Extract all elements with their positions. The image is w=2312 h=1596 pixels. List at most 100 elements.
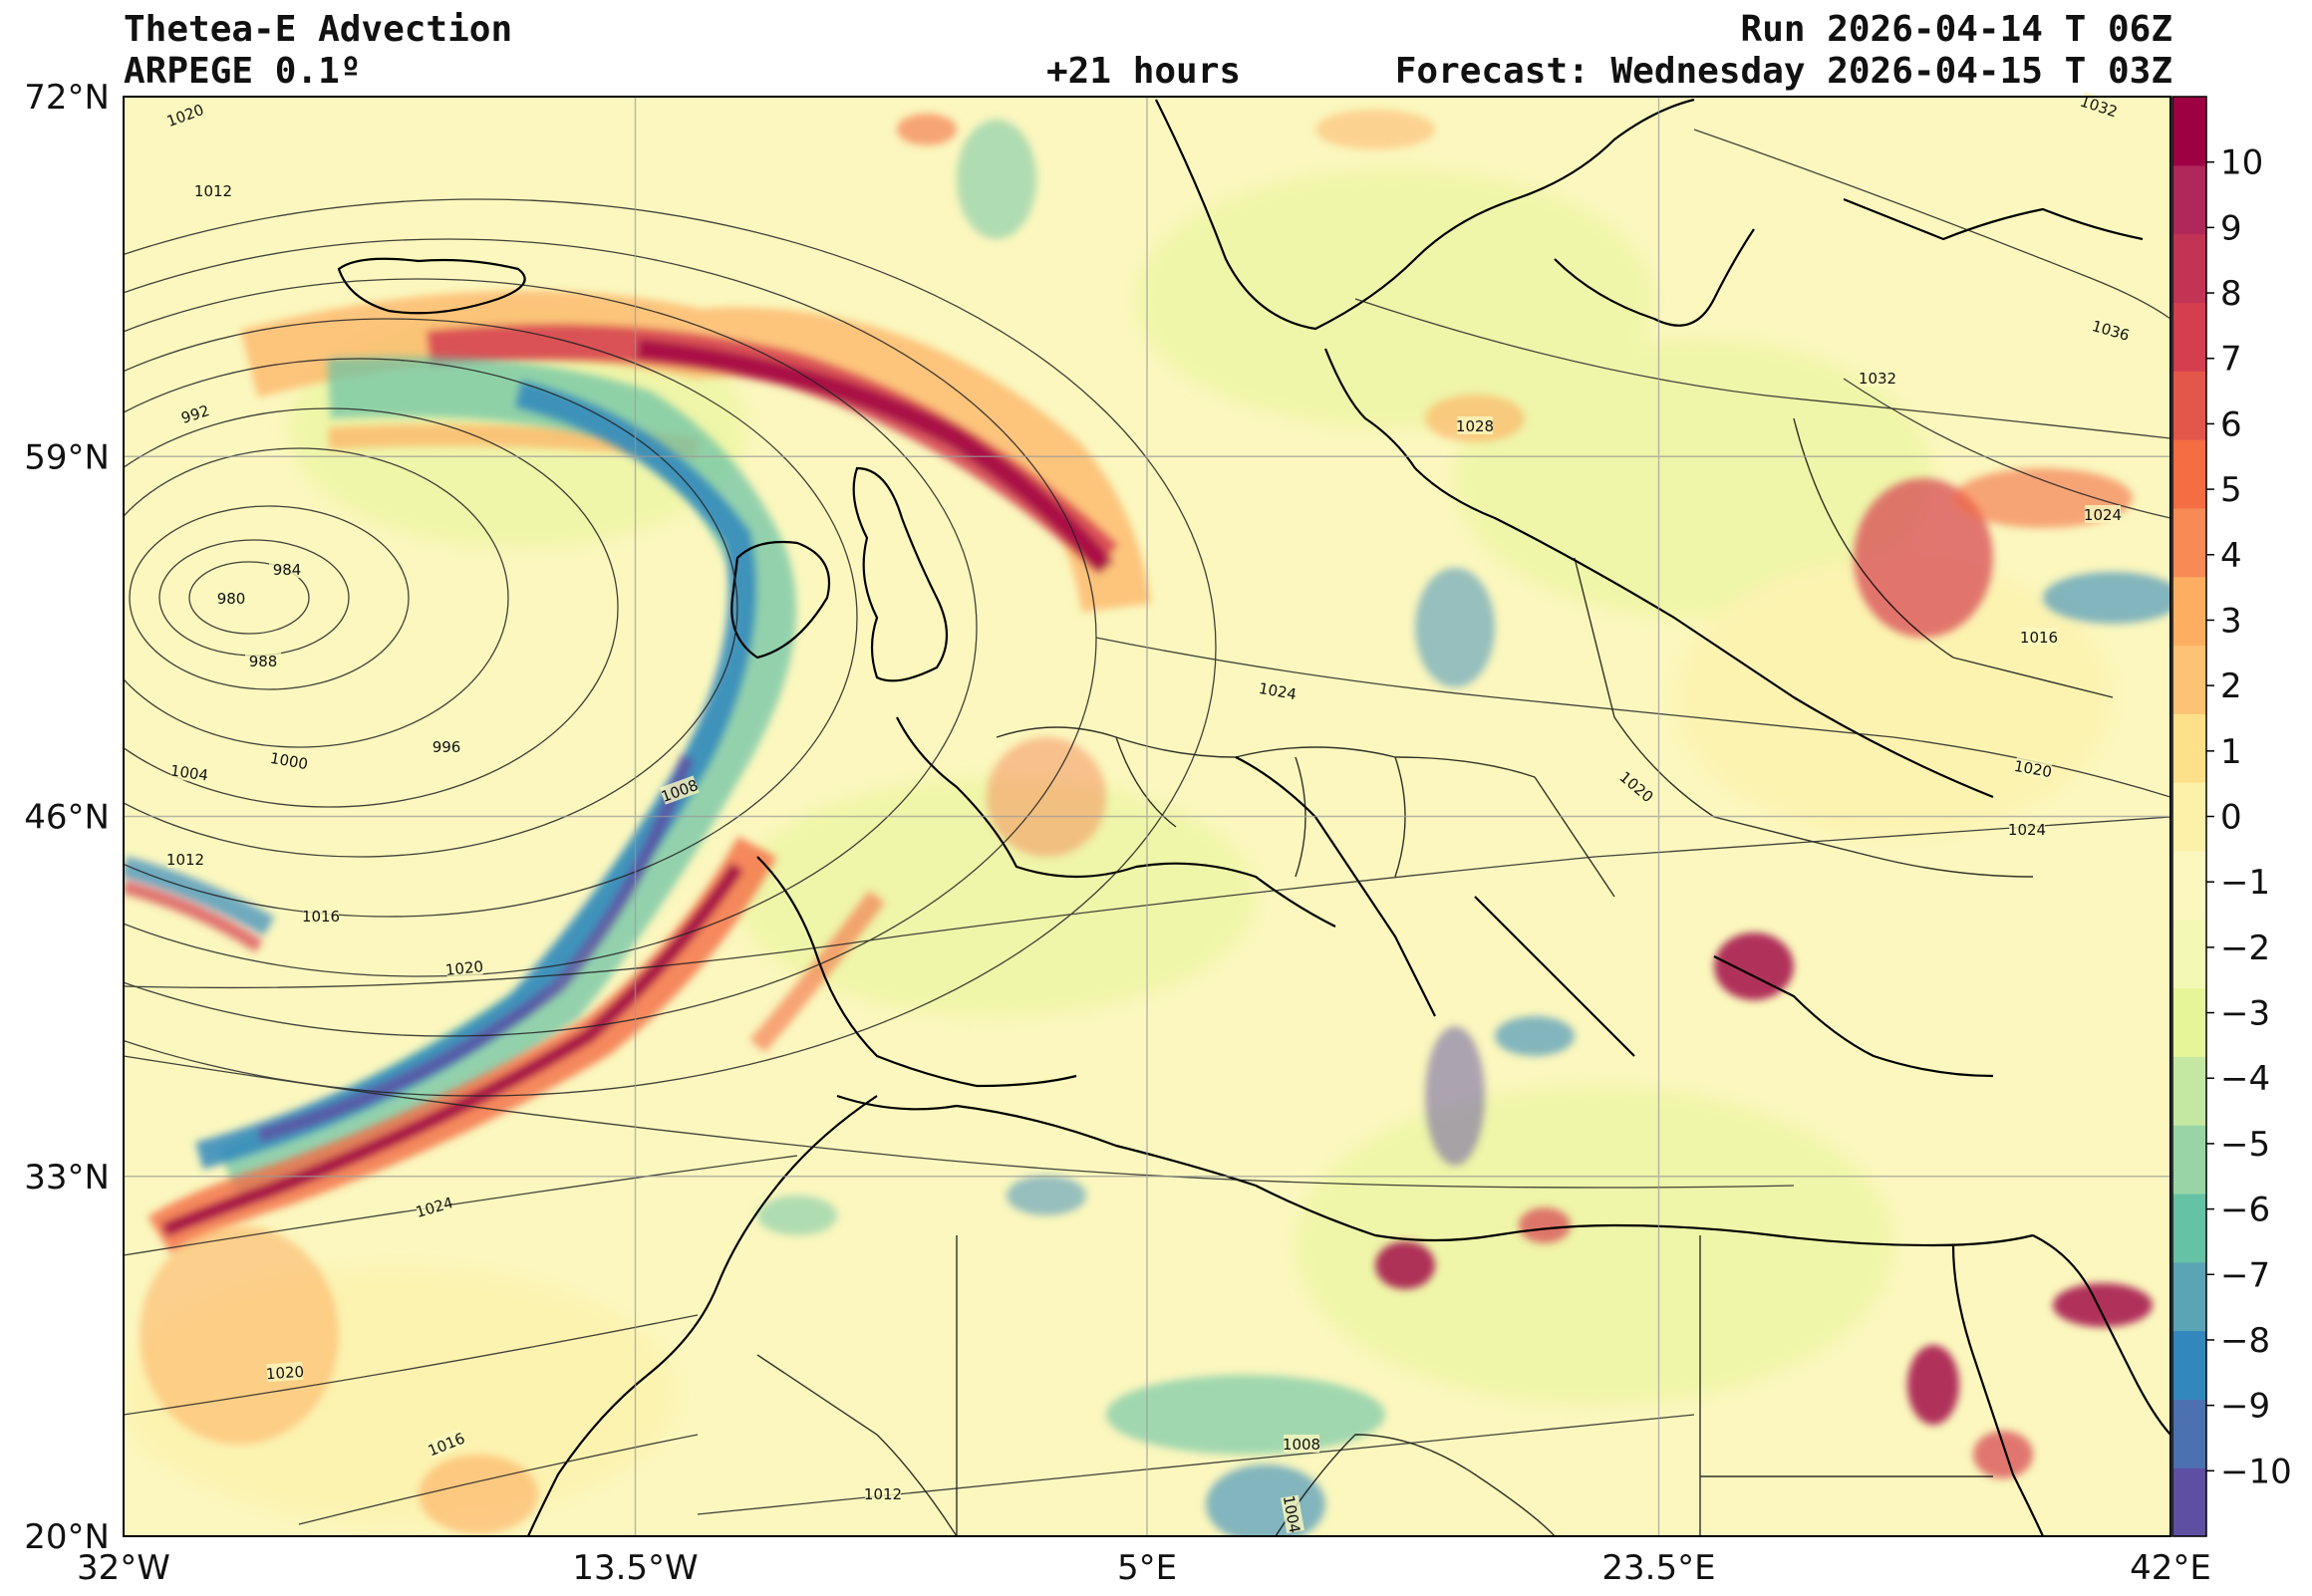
isobar-label: 1024 xyxy=(2084,505,2122,524)
colorbar-tick-label: 4 xyxy=(2220,536,2242,576)
isobar-label-bg xyxy=(245,652,281,669)
colorbar-tick-label: −4 xyxy=(2220,1059,2270,1099)
isobar-label: 1008 xyxy=(1283,1435,1320,1454)
isobar-label: 1012 xyxy=(166,850,204,869)
isobar-value: 1012 xyxy=(166,851,204,869)
isobar-label-bg xyxy=(213,589,249,607)
isobar-label-bg xyxy=(2009,820,2045,838)
isobar-label-bg xyxy=(1280,1494,1304,1534)
colorbar-segment xyxy=(2172,1399,2206,1468)
isobar-label-bg xyxy=(269,560,305,578)
isobar-label: 1012 xyxy=(194,181,232,200)
isobar-value: 988 xyxy=(249,653,278,670)
lon-tick-label: 32°W xyxy=(77,1548,170,1588)
latitude-tick-labels: 72°N 59°N 46°N 33°N 20°N xyxy=(24,78,110,1557)
isobar-label-bg xyxy=(170,760,209,784)
colorbar-segment xyxy=(2172,645,2206,714)
colorbar-segment xyxy=(2172,233,2206,304)
colorbar-segment xyxy=(2172,850,2206,921)
colorbar-tick-label: 6 xyxy=(2220,404,2242,444)
lead-time: +21 hours xyxy=(1046,51,1242,92)
colorbar-tick-label: 2 xyxy=(2220,666,2242,706)
isobar-label: 996 xyxy=(429,737,464,756)
isobar-label: 1032 xyxy=(1859,369,1896,388)
colorbar-tick-label: 0 xyxy=(2220,798,2242,838)
isobar-label-bg xyxy=(266,1361,304,1383)
isobar-label-bg xyxy=(1457,416,1493,434)
isobar-label-bg xyxy=(2085,505,2121,523)
isobar-label: 984 xyxy=(269,560,305,579)
isobar-value: 1032 xyxy=(1859,370,1896,388)
colorbar-segment xyxy=(2172,1193,2206,1263)
isobar-label-bg xyxy=(164,100,205,130)
isobar-label-bg xyxy=(195,181,231,199)
longitude-tick-labels: 32°W 13.5°W 5°E 23.5°E 42°E xyxy=(77,1548,2211,1588)
isobar-label-bg xyxy=(1617,767,1657,805)
isobar-value: 1008 xyxy=(1283,1436,1320,1454)
isobar-label-bg xyxy=(2091,316,2132,344)
colorbar-segment xyxy=(2172,371,2206,440)
colorbar-segment xyxy=(2172,1125,2206,1195)
isobar-label-bg xyxy=(2079,91,2120,121)
colorbar-tick-label: 1 xyxy=(2220,732,2242,772)
isobar-label: 1020 xyxy=(444,956,484,979)
colorbar-tick-label: 5 xyxy=(2220,470,2242,510)
isobar-value: 1012 xyxy=(194,182,232,200)
isobar-label-bg xyxy=(2021,628,2057,646)
forecast-time: Forecast: Wednesday 2026-04-15 T 03Z xyxy=(1394,51,2172,92)
isobar-value: 1024 xyxy=(2084,506,2122,524)
colorbar-segment xyxy=(2172,439,2206,509)
isobar-label: 1028 xyxy=(1456,416,1494,435)
lat-tick-label: 46°N xyxy=(24,798,110,838)
lon-tick-label: 23.5°E xyxy=(1601,1548,1715,1588)
isobar-label-bg xyxy=(303,907,339,925)
colorbar-segment xyxy=(2172,1330,2206,1400)
colorbar-tick-label: −5 xyxy=(2220,1125,2270,1165)
colorbar-segment xyxy=(2172,1261,2206,1332)
isobar-label: 980 xyxy=(213,589,249,608)
isobar-value: 1028 xyxy=(1456,417,1494,435)
isobar-label-bg xyxy=(414,1193,454,1220)
isobar-label-bg xyxy=(1284,1435,1319,1453)
colorbar-tick-label: 10 xyxy=(2220,143,2263,183)
isobar-value: 984 xyxy=(273,561,302,579)
isobar-label: 1020 xyxy=(265,1361,305,1383)
colorbar-segment xyxy=(2172,1467,2206,1537)
map-title: Thetea-E Advection xyxy=(124,9,513,50)
colorbar-tick-label: −6 xyxy=(2220,1191,2270,1230)
isobar-label-bg xyxy=(865,1484,901,1502)
isobar-label-bg xyxy=(1258,678,1298,703)
colorbar-segment xyxy=(2172,507,2206,578)
isobar-label-bg xyxy=(174,399,215,428)
isobar-value: 1016 xyxy=(302,908,340,926)
colorbar-tick-label: −8 xyxy=(2220,1321,2270,1361)
isobar-label-bg xyxy=(426,1428,466,1460)
isobars xyxy=(124,129,2170,1525)
isobar-value: 1024 xyxy=(2008,821,2046,839)
isobar-value: 996 xyxy=(433,738,461,756)
map-frame xyxy=(123,96,2171,1537)
isobar-label-bg xyxy=(659,775,700,805)
colorbar-segment xyxy=(2172,97,2206,166)
isobar-label: 1024 xyxy=(2008,820,2046,839)
colorbar-tick-label: −7 xyxy=(2220,1255,2270,1295)
lat-tick-label: 59°N xyxy=(24,437,110,477)
isobar-label-bg xyxy=(445,956,483,978)
colorbar-tick-label: −10 xyxy=(2220,1452,2292,1491)
isobar-label-bg xyxy=(2013,756,2053,781)
lat-tick-label: 20°N xyxy=(24,1517,110,1557)
isobar-label: 1024 xyxy=(1258,678,1298,703)
isobar-value: 1020 xyxy=(444,957,484,979)
theta-e-advection-field xyxy=(124,110,2170,1536)
isobar-label: 1012 xyxy=(864,1484,902,1503)
isobar-label: 1016 xyxy=(2020,628,2058,647)
colorbar-segment xyxy=(2172,302,2206,372)
colorbar-tick-label: −9 xyxy=(2220,1387,2270,1427)
isobar-value: 980 xyxy=(217,590,246,608)
isobar-label-bg xyxy=(269,748,309,773)
model-name: ARPEGE 0.1º xyxy=(124,51,362,92)
lon-tick-label: 13.5°W xyxy=(572,1548,698,1588)
colorbar-segment xyxy=(2172,987,2206,1057)
colorbar-tick-label: −3 xyxy=(2220,994,2270,1034)
